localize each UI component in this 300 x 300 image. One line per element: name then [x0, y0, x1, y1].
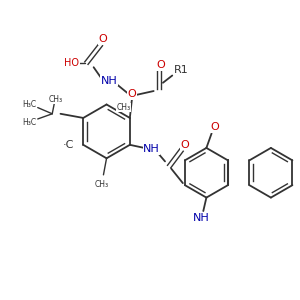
Text: ·C: ·C [63, 140, 74, 150]
Text: NH: NH [143, 144, 160, 154]
Text: NH: NH [101, 76, 118, 86]
Text: CH₃: CH₃ [48, 95, 62, 104]
Text: O: O [210, 122, 219, 132]
Text: O: O [180, 140, 189, 150]
Text: O: O [157, 60, 165, 70]
Text: CH₃: CH₃ [117, 103, 131, 112]
Text: CH₃: CH₃ [94, 180, 108, 189]
Text: NH: NH [193, 213, 210, 223]
Text: R1: R1 [174, 65, 189, 75]
Text: O: O [128, 89, 136, 99]
Text: H₃C: H₃C [22, 100, 37, 109]
Text: O: O [99, 34, 107, 44]
Text: HO: HO [64, 58, 80, 68]
Text: H₃C: H₃C [22, 118, 37, 127]
